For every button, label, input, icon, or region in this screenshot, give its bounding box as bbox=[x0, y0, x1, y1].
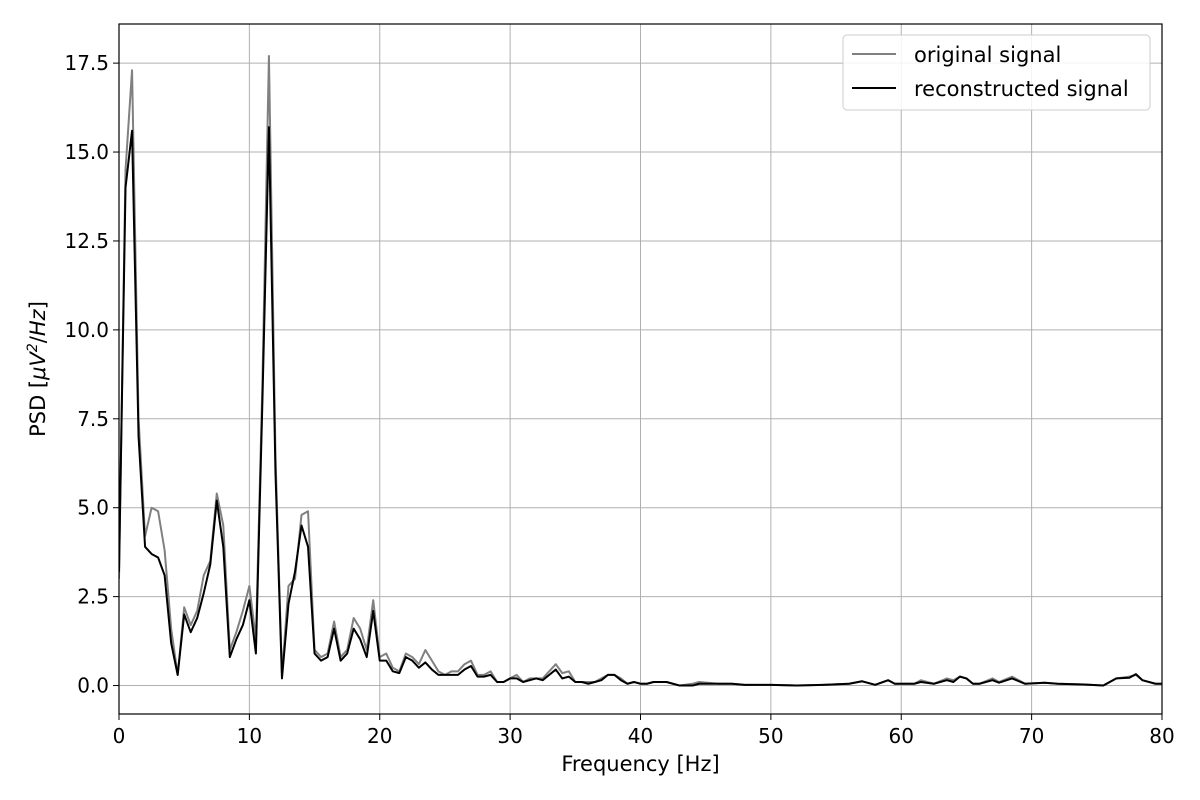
x-tick-label: 20 bbox=[367, 724, 392, 748]
y-axis-ticks: 0.0 2.5 5.0 7.5 10.0 12.5 15.0 17.5 bbox=[64, 51, 119, 698]
legend-label-reconstructed: reconstructed signal bbox=[914, 77, 1129, 101]
y-tick-label: 17.5 bbox=[64, 51, 109, 75]
y-tick-label: 2.5 bbox=[77, 585, 109, 609]
x-tick-label: 60 bbox=[889, 724, 914, 748]
x-tick-label: 50 bbox=[758, 724, 783, 748]
legend: original signal reconstructed signal bbox=[842, 34, 1151, 111]
series-line-reconstructed bbox=[119, 126, 1162, 687]
x-tick-label: 10 bbox=[237, 724, 262, 748]
x-axis-title: Frequency [Hz] bbox=[561, 752, 719, 776]
x-tick-label: 80 bbox=[1149, 724, 1174, 748]
legend-label-original: original signal bbox=[914, 43, 1061, 67]
x-tick-label: 30 bbox=[497, 724, 522, 748]
y-tick-label: 15.0 bbox=[64, 140, 109, 164]
series-layer bbox=[119, 55, 1162, 687]
x-tick-label: 40 bbox=[628, 724, 653, 748]
y-tick-label: 12.5 bbox=[64, 229, 109, 253]
x-tick-label: 0 bbox=[113, 724, 126, 748]
y-axis-title: PSD [μV2/Hz] bbox=[25, 301, 50, 437]
x-tick-label: 70 bbox=[1019, 724, 1044, 748]
y-tick-label: 7.5 bbox=[77, 407, 109, 431]
x-axis-ticks: 0 10 20 30 40 50 60 70 80 bbox=[113, 714, 1175, 748]
plot-border bbox=[118, 23, 1163, 715]
y-tick-label: 5.0 bbox=[77, 496, 109, 520]
y-tick-label: 10.0 bbox=[64, 318, 109, 342]
y-tick-label: 0.0 bbox=[77, 674, 109, 698]
legend-box bbox=[842, 34, 1151, 111]
